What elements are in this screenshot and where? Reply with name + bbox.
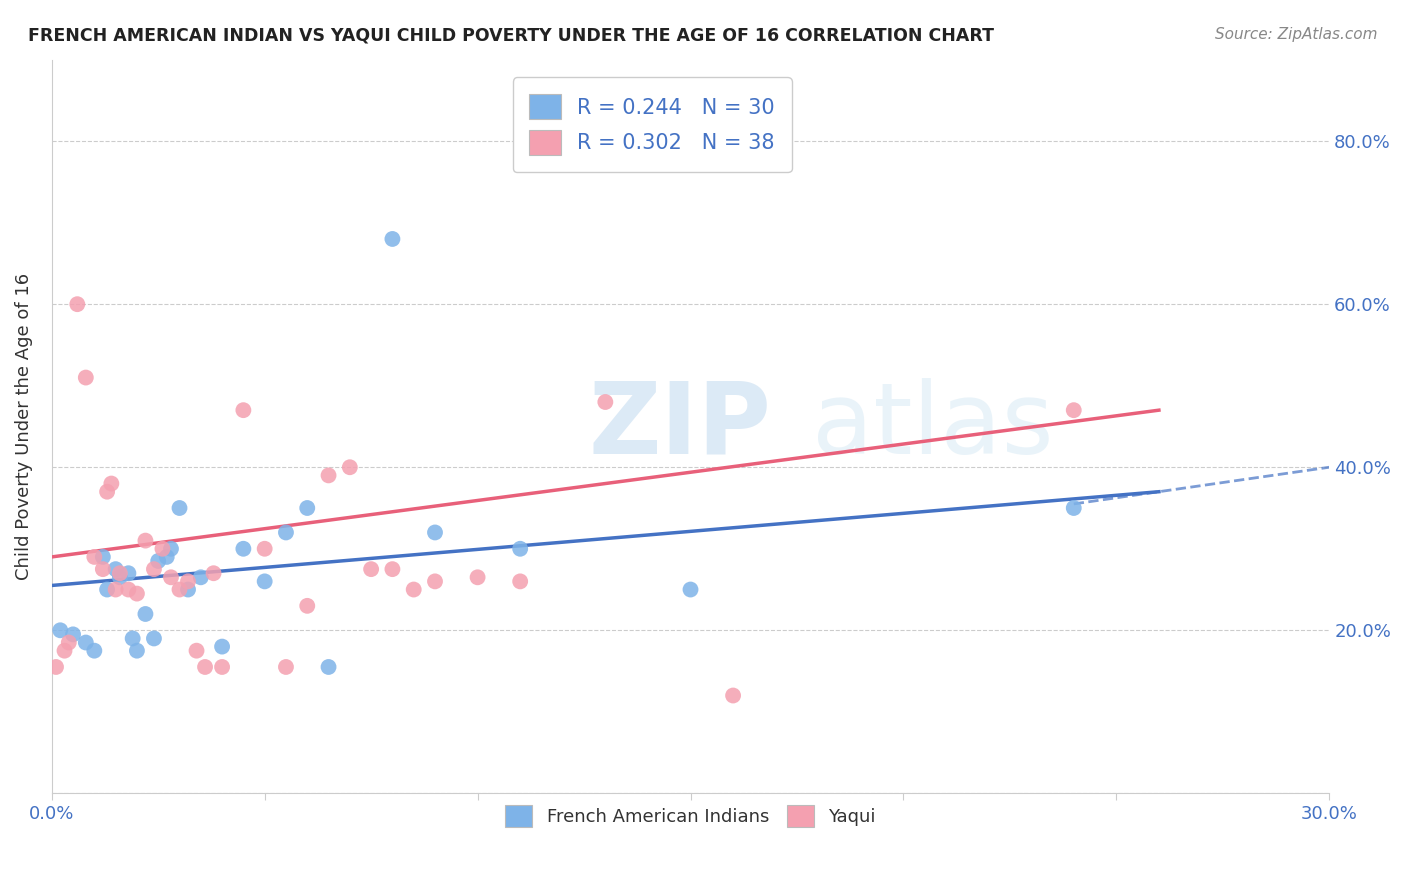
Point bbox=[53, 643, 76, 657]
Point bbox=[125, 586, 148, 600]
Point bbox=[253, 574, 276, 589]
Point bbox=[177, 582, 200, 597]
Point bbox=[117, 566, 139, 581]
Point bbox=[190, 570, 212, 584]
Point bbox=[595, 395, 617, 409]
Point bbox=[423, 525, 446, 540]
Point bbox=[202, 566, 225, 581]
Point bbox=[253, 541, 276, 556]
Text: ZIP: ZIP bbox=[588, 378, 770, 475]
Point bbox=[75, 635, 97, 649]
Point bbox=[1063, 403, 1085, 417]
Point bbox=[58, 635, 80, 649]
Point bbox=[91, 549, 114, 564]
Point bbox=[318, 468, 340, 483]
Point bbox=[318, 660, 340, 674]
Point bbox=[381, 232, 404, 246]
Legend: French American Indians, Yaqui: French American Indians, Yaqui bbox=[496, 796, 884, 836]
Point bbox=[169, 501, 191, 516]
Point bbox=[156, 549, 179, 564]
Point bbox=[75, 370, 97, 384]
Point bbox=[134, 533, 156, 548]
Point bbox=[186, 643, 208, 657]
Point bbox=[83, 549, 105, 564]
Point bbox=[211, 660, 233, 674]
Point bbox=[423, 574, 446, 589]
Point bbox=[104, 582, 127, 597]
Point bbox=[83, 643, 105, 657]
Point bbox=[509, 541, 531, 556]
Point bbox=[96, 484, 118, 499]
Point bbox=[66, 297, 89, 311]
Point bbox=[232, 541, 254, 556]
Point bbox=[152, 541, 174, 556]
Text: atlas: atlas bbox=[811, 378, 1053, 475]
Point bbox=[1063, 501, 1085, 516]
Point bbox=[169, 582, 191, 597]
Point bbox=[339, 460, 361, 475]
Point bbox=[721, 689, 744, 703]
Point bbox=[297, 501, 319, 516]
Point bbox=[679, 582, 702, 597]
Point bbox=[134, 607, 156, 621]
Point bbox=[100, 476, 122, 491]
Point bbox=[297, 599, 319, 613]
Point bbox=[274, 660, 297, 674]
Point bbox=[104, 562, 127, 576]
Point bbox=[108, 566, 131, 581]
Point bbox=[62, 627, 84, 641]
Point bbox=[148, 554, 170, 568]
Point bbox=[160, 570, 183, 584]
Point bbox=[45, 660, 67, 674]
Point bbox=[177, 574, 200, 589]
Text: Source: ZipAtlas.com: Source: ZipAtlas.com bbox=[1215, 27, 1378, 42]
Point bbox=[274, 525, 297, 540]
Point bbox=[360, 562, 382, 576]
Point bbox=[96, 582, 118, 597]
Point bbox=[509, 574, 531, 589]
Point bbox=[117, 582, 139, 597]
Point bbox=[381, 562, 404, 576]
Point bbox=[121, 632, 143, 646]
Point bbox=[125, 643, 148, 657]
Point bbox=[108, 570, 131, 584]
Point bbox=[160, 541, 183, 556]
Point bbox=[142, 562, 165, 576]
Point bbox=[142, 632, 165, 646]
Point bbox=[232, 403, 254, 417]
Point bbox=[194, 660, 217, 674]
Point bbox=[467, 570, 489, 584]
Point bbox=[402, 582, 425, 597]
Y-axis label: Child Poverty Under the Age of 16: Child Poverty Under the Age of 16 bbox=[15, 273, 32, 580]
Point bbox=[211, 640, 233, 654]
Point bbox=[49, 624, 72, 638]
Point bbox=[91, 562, 114, 576]
Text: FRENCH AMERICAN INDIAN VS YAQUI CHILD POVERTY UNDER THE AGE OF 16 CORRELATION CH: FRENCH AMERICAN INDIAN VS YAQUI CHILD PO… bbox=[28, 27, 994, 45]
